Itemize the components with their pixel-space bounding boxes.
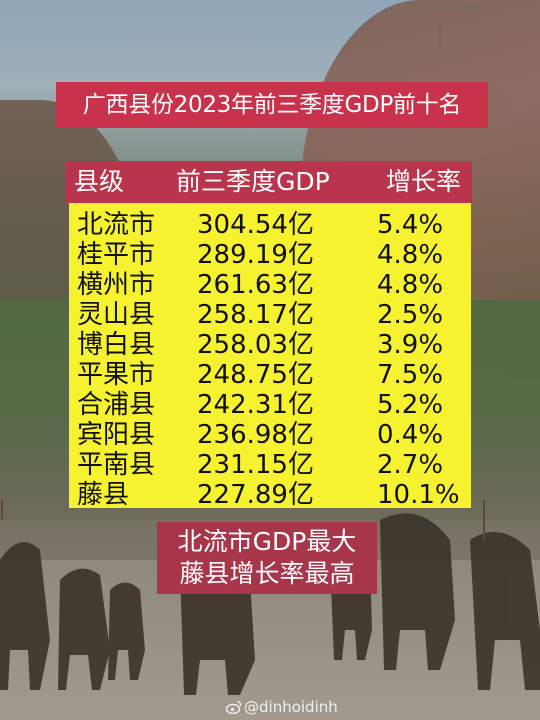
- warrior-statues: [0, 500, 540, 695]
- header-growth: 增长率: [386, 167, 462, 196]
- row-gdp: 236.98亿: [197, 420, 314, 450]
- row-county: 桂平市: [77, 240, 156, 270]
- row-growth: 7.5%: [377, 360, 444, 390]
- table-row: 横州市 261.63亿 4.8%: [69, 270, 471, 300]
- table-row: 平南县 231.15亿 2.7%: [69, 450, 471, 480]
- row-growth: 5.4%: [377, 210, 444, 240]
- row-growth: 3.9%: [377, 330, 444, 360]
- header-county: 县级: [74, 167, 125, 196]
- table-header: 县级 前三季度GDP 增长率: [66, 161, 472, 203]
- row-gdp: 258.03亿: [197, 330, 314, 360]
- row-county: 横州市: [77, 270, 156, 300]
- crane-silhouette: [405, 1, 498, 50]
- table-row: 灵山县 258.17亿 2.5%: [69, 300, 471, 330]
- row-county: 平南县: [77, 450, 156, 480]
- summary-line-1: 北流市GDP最大: [177, 527, 357, 556]
- summary-box: 北流市GDP最大 藤县增长率最高: [157, 522, 377, 594]
- row-gdp: 261.63亿: [197, 270, 314, 300]
- row-county: 合浦县: [77, 390, 156, 420]
- row-county: 宾阳县: [77, 420, 156, 450]
- table-row: 宾阳县 236.98亿 0.4%: [69, 420, 471, 450]
- table-row: 合浦县 242.31亿 5.2%: [69, 390, 471, 420]
- row-gdp: 227.89亿: [197, 480, 314, 510]
- row-county: 博白县: [77, 330, 156, 360]
- gdp-table: 北流市 304.54亿 5.4% 桂平市 289.19亿 4.8% 横州市 26…: [69, 203, 471, 510]
- watermark-handle: @dinhoidinh: [244, 698, 338, 716]
- table-row: 博白县 258.03亿 3.9%: [69, 330, 471, 360]
- table-row: 平果市 248.75亿 7.5%: [69, 360, 471, 390]
- row-gdp: 304.54亿: [197, 210, 314, 240]
- row-growth: 4.8%: [377, 240, 444, 270]
- row-gdp: 242.31亿: [197, 390, 314, 420]
- row-county: 北流市: [77, 210, 156, 240]
- row-gdp: 258.17亿: [197, 300, 314, 330]
- header-gdp: 前三季度GDP: [176, 167, 330, 196]
- row-growth: 5.2%: [377, 390, 444, 420]
- row-growth: 2.5%: [377, 300, 444, 330]
- row-growth: 10.1%: [377, 480, 460, 510]
- row-county: 灵山县: [77, 300, 156, 330]
- weibo-icon: [226, 700, 242, 714]
- row-county: 藤县: [77, 480, 130, 510]
- watermark: @dinhoidinh: [226, 696, 338, 718]
- row-growth: 2.7%: [377, 450, 444, 480]
- table-row: 北流市 304.54亿 5.4%: [69, 210, 471, 240]
- row-growth: 0.4%: [377, 420, 444, 450]
- row-gdp: 231.15亿: [197, 450, 314, 480]
- table-row: 桂平市 289.19亿 4.8%: [69, 240, 471, 270]
- summary-line-2: 藤县增长率最高: [179, 559, 355, 588]
- table-row: 藤县 227.89亿 10.1%: [69, 480, 471, 510]
- row-gdp: 289.19亿: [197, 240, 314, 270]
- row-county: 平果市: [77, 360, 156, 390]
- row-gdp: 248.75亿: [197, 360, 314, 390]
- row-growth: 4.8%: [377, 270, 444, 300]
- page-title: 广西县份2023年前三季度GDP前十名: [56, 82, 488, 128]
